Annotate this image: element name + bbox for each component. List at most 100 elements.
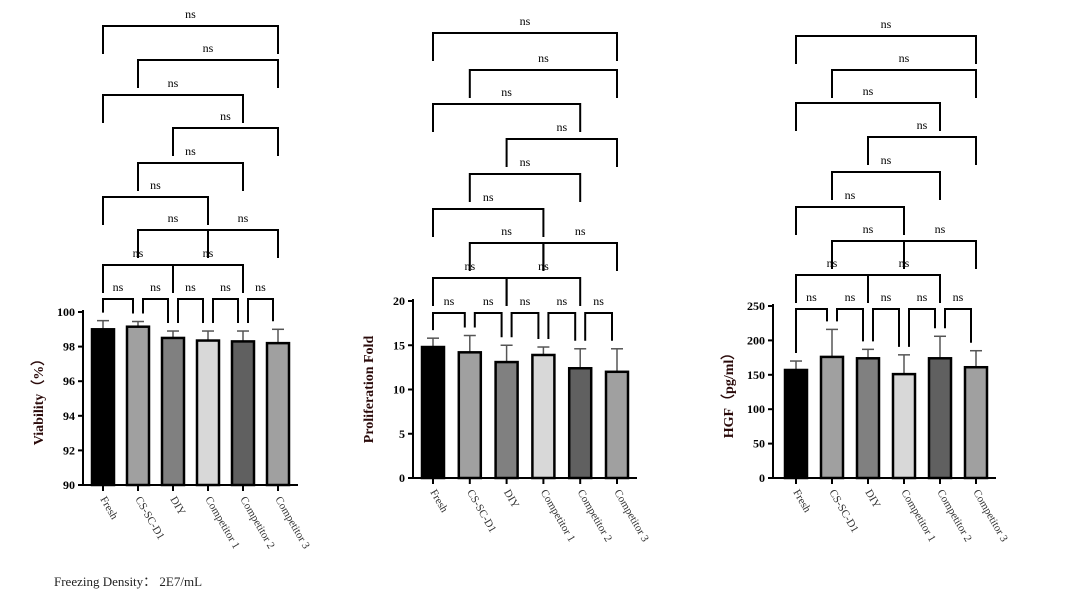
bar-diy [494, 360, 519, 480]
significance-label: ns [220, 109, 231, 123]
x-tick-label: Fresh [97, 495, 120, 523]
significance-label: ns [806, 290, 817, 304]
y-tick-label: 0 [399, 471, 405, 485]
y-axis-label: HGF（pg/ml） [721, 346, 737, 439]
significance-label: ns [881, 153, 892, 167]
significance-bracket [510, 312, 540, 340]
y-tick-label: 250 [747, 299, 765, 313]
bar-diy [855, 357, 881, 480]
bar-competitor-1 [891, 372, 917, 480]
x-tick-label: Competitor 1 [538, 488, 578, 545]
y-tick-label: 90 [63, 478, 75, 492]
y-tick-label: 10 [393, 383, 405, 397]
bar-competitor-2 [230, 340, 256, 487]
bar-cs-sc-d1 [819, 355, 845, 480]
chart-2: 0 5 10 15 20 Proliferation Fold Fresh CS-SC-D1 D… [362, 14, 651, 544]
significance-bracket [468, 242, 545, 271]
significance-bracket [831, 69, 977, 98]
y-tick-label: 15 [393, 338, 405, 352]
y-tick-label: 92 [63, 443, 75, 457]
significance-label: ns [863, 222, 874, 236]
x-tick-label: Competitor 3 [272, 495, 312, 552]
significance-label: ns [899, 51, 910, 65]
significance-label: ns [168, 76, 179, 90]
significance-bracket [102, 94, 244, 123]
significance-label: ns [185, 7, 196, 21]
x-tick-label: Competitor 2 [575, 488, 615, 545]
significance-bracket [795, 102, 941, 131]
bar-competitor-1 [195, 339, 221, 487]
significance-label: ns [520, 294, 531, 308]
bar-fresh [90, 328, 116, 487]
x-tick-label: CS-SC-D1 [132, 495, 166, 542]
significance-bracket [137, 229, 209, 258]
significance-bracket [831, 171, 941, 200]
significance-bracket [542, 242, 618, 271]
y-tick-label: 100 [747, 402, 765, 416]
significance-bracket [468, 173, 582, 202]
significance-bracket [944, 308, 972, 343]
y-tick-label: 20 [393, 294, 405, 308]
significance-label: ns [483, 294, 494, 308]
significance-label: ns [556, 294, 567, 308]
significance-bracket [172, 264, 244, 293]
significance-bracket [137, 162, 244, 191]
x-tick-label: Fresh [790, 488, 813, 516]
significance-bracket [468, 69, 618, 98]
significance-bracket [584, 312, 613, 341]
significance-bracket [432, 312, 466, 331]
significance-bracket [867, 136, 977, 165]
significance-label: ns [483, 190, 494, 204]
significance-label: ns [556, 120, 567, 134]
significance-label: ns [863, 84, 874, 98]
significance-bracket [142, 298, 169, 324]
x-tick-label: Competitor 1 [898, 488, 938, 545]
significance-label: ns [953, 290, 964, 304]
significance-label: ns [538, 51, 549, 65]
significance-label: ns [917, 118, 928, 132]
significance-label: ns [185, 144, 196, 158]
significance-label: ns [150, 178, 161, 192]
significance-bracket [212, 298, 239, 324]
significance-bracket [432, 32, 618, 61]
footer-note: Freezing Density： 2E7/mL [54, 574, 203, 589]
significance-bracket [831, 240, 905, 269]
x-tick-label: Fresh [427, 488, 450, 516]
x-tick-label: Competitor 3 [970, 488, 1010, 545]
x-tick-label: CS-SC-D1 [826, 488, 860, 535]
significance-label: ns [203, 41, 214, 55]
bar-fresh [783, 368, 809, 480]
y-tick-label: 150 [747, 368, 765, 382]
significance-bracket [102, 298, 134, 314]
significance-bracket [505, 277, 582, 306]
significance-label: ns [444, 294, 455, 308]
chart-1: 90 92 94 96 98 100 Viability（%） Fresh CS-SC-D1 DI… [31, 7, 312, 551]
y-tick-label: 96 [63, 374, 75, 388]
y-axis-label: Viability（%） [31, 352, 47, 446]
bar-competitor-3 [604, 370, 630, 480]
y-tick-label: 0 [759, 471, 765, 485]
significance-label: ns [113, 280, 124, 294]
x-tick-label: Competitor 3 [611, 488, 651, 545]
significance-bracket [432, 208, 545, 237]
significance-bracket [795, 206, 905, 235]
y-tick-label: 100 [57, 305, 75, 319]
significance-bracket [247, 298, 274, 324]
significance-bracket [102, 196, 209, 225]
bar-diy [160, 336, 186, 487]
significance-label: ns [255, 280, 266, 294]
y-tick-label: 200 [747, 333, 765, 347]
significance-label: ns [575, 224, 586, 238]
y-tick-label: 98 [63, 340, 75, 354]
significance-bracket [795, 308, 828, 354]
bar-competitor-3 [265, 341, 291, 487]
x-tick-label: Competitor 1 [202, 495, 242, 552]
significance-label: ns [501, 85, 512, 99]
bar-competitor-1 [531, 353, 556, 480]
significance-label: ns [935, 222, 946, 236]
significance-label: ns [845, 188, 856, 202]
x-tick-label: Competitor 2 [934, 488, 974, 545]
significance-label: ns [238, 211, 249, 225]
